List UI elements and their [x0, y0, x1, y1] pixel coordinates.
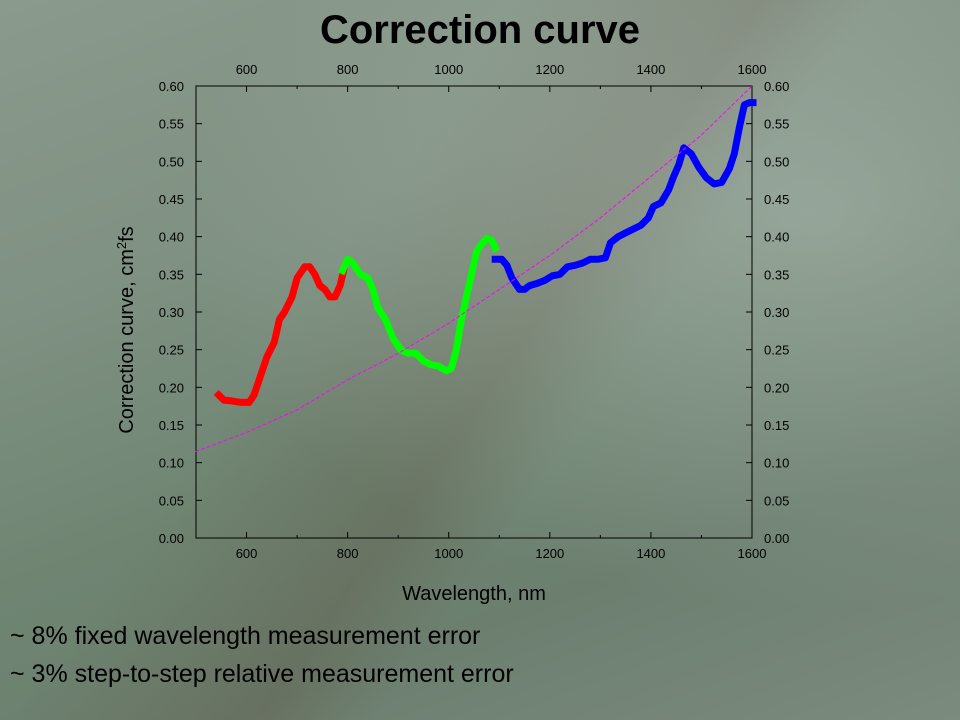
- y-tick-label-left: 0.35: [159, 267, 184, 282]
- x-tick-label-top: 1600: [738, 62, 767, 77]
- y-tick-label-left: 0.00: [159, 531, 184, 546]
- y-tick-label-left: 0.05: [159, 493, 184, 508]
- x-axis-title: Wavelength, nm: [402, 583, 546, 605]
- y-tick-label-right: 0.10: [764, 456, 789, 471]
- plot-border: [195, 85, 753, 539]
- x-tick-label-bottom: 800: [337, 546, 359, 561]
- y-tick-label-right: 0.00: [764, 531, 789, 546]
- y-axis-title: Correction curve, cm2fs: [114, 226, 139, 433]
- series-line-3: [491, 99, 757, 293]
- y-tick-label-left: 0.45: [159, 192, 184, 207]
- x-tick-label-top: 1200: [535, 62, 564, 77]
- y-tick-label-left: 0.40: [159, 230, 184, 245]
- y-axis-title-superscript: 2: [114, 242, 129, 249]
- y-tick-label-left: 0.50: [159, 154, 184, 169]
- y-tick-label-right: 0.05: [764, 493, 789, 508]
- y-tick-label-left: 0.15: [159, 418, 184, 433]
- x-tick-label-top: 1400: [636, 62, 665, 77]
- x-tick-label-top: 1000: [434, 62, 463, 77]
- y-tick-label-right: 0.50: [764, 154, 789, 169]
- series-line-1: [213, 263, 348, 406]
- x-tick-label-bottom: 600: [236, 546, 258, 561]
- y-tick-label-right: 0.15: [764, 418, 789, 433]
- y-tick-label-left: 0.60: [159, 79, 184, 94]
- y-tick-label-left: 0.55: [159, 117, 184, 132]
- y-tick-label-left: 0.10: [159, 456, 184, 471]
- x-tick-label-top: 600: [236, 62, 258, 77]
- y-tick-label-left: 0.20: [159, 380, 184, 395]
- note-step-to-step-error: ~ 3% step-to-step relative measurement e…: [10, 660, 514, 688]
- y-tick-label-right: 0.45: [764, 192, 789, 207]
- y-tick-label-right: 0.40: [764, 230, 789, 245]
- x-tick-label-top: 800: [337, 62, 359, 77]
- chart-title: Correction curve: [319, 8, 641, 52]
- axis-ticks: 600 600 800 800 1000 1000 1200 1200 1400 1400 1600…: [159, 62, 790, 561]
- plot-frame: [195, 85, 753, 539]
- data-series: [195, 85, 757, 453]
- y-tick-label-right: 0.30: [764, 305, 789, 320]
- x-tick-label-bottom: 1000: [434, 546, 463, 561]
- x-tick-label-bottom: 1200: [535, 546, 564, 561]
- x-tick-label-bottom: 1600: [738, 546, 767, 561]
- y-tick-label-right: 0.60: [764, 79, 789, 94]
- series-line-2: [337, 234, 500, 375]
- y-tick-label-right: 0.20: [764, 380, 789, 395]
- y-tick-label-right: 0.35: [764, 267, 789, 282]
- fit-line-dashed: [195, 85, 753, 453]
- note-fixed-wavelength-error: ~ 8% fixed wavelength measurement error: [10, 622, 481, 650]
- y-tick-label-left: 0.25: [159, 343, 184, 358]
- x-tick-label-bottom: 1400: [636, 546, 665, 561]
- y-tick-label-right: 0.25: [764, 343, 789, 358]
- y-axis-title-suffix: fs: [116, 226, 138, 242]
- y-axis-title-main: Correction curve, cm: [116, 249, 138, 434]
- y-tick-label-left: 0.30: [159, 305, 184, 320]
- y-tick-label-right: 0.55: [764, 117, 789, 132]
